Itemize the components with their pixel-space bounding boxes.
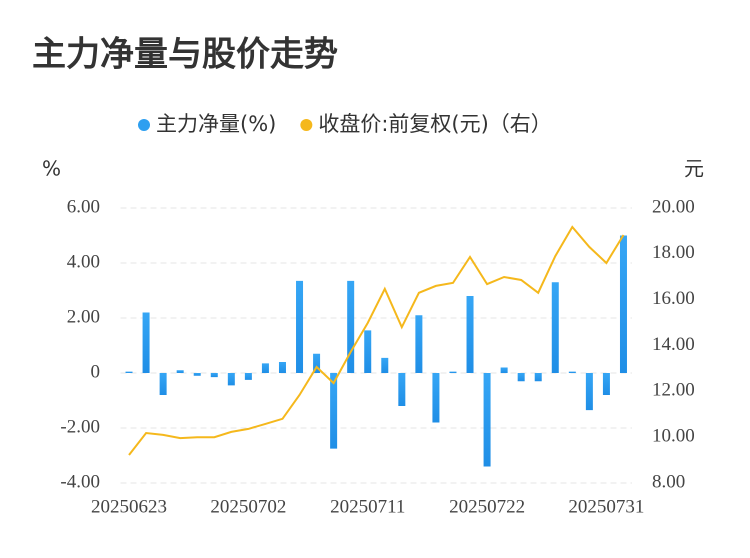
y-tick-label: -2.00	[60, 416, 100, 437]
bar	[568, 371, 576, 373]
bar	[517, 373, 525, 382]
legend-label: 收盘价:前复权(元)（右）	[318, 112, 551, 136]
bar	[551, 282, 559, 373]
bar	[125, 371, 133, 373]
bar	[432, 373, 440, 423]
bar	[466, 296, 474, 373]
bar	[210, 373, 218, 378]
y-tick-label: 0	[91, 361, 101, 382]
bar	[176, 370, 184, 373]
legend-marker	[300, 119, 313, 131]
bar	[500, 367, 508, 373]
x-tick-label: 20250722	[449, 496, 525, 517]
bar	[227, 373, 235, 386]
bar	[585, 373, 593, 411]
chart-title: 主力净量与股价走势	[32, 35, 338, 75]
bar	[330, 373, 338, 449]
bar	[398, 373, 406, 406]
x-tick-label: 20250711	[330, 496, 405, 517]
x-tick-label: 20250731	[568, 496, 644, 517]
bar	[449, 371, 457, 373]
y-tick-label: -4.00	[60, 471, 100, 492]
bar	[381, 357, 389, 373]
bar	[296, 280, 304, 373]
bar	[347, 280, 355, 373]
bar	[278, 362, 286, 373]
y-axis-label: %	[42, 157, 61, 181]
bar	[313, 353, 321, 373]
bar	[534, 373, 542, 382]
bar	[483, 373, 491, 467]
bar	[415, 315, 423, 373]
y2-axis-label: 元	[684, 157, 704, 181]
y2-tick-label: 12.00	[652, 380, 695, 401]
y2-tick-label: 14.00	[652, 334, 695, 355]
y2-tick-label: 10.00	[652, 426, 695, 447]
y2-tick-label: 20.00	[652, 196, 695, 217]
y-tick-label: 4.00	[67, 251, 100, 272]
bar	[193, 373, 201, 376]
bar	[364, 330, 372, 373]
bar	[619, 235, 627, 373]
y2-tick-label: 16.00	[652, 288, 695, 309]
bar	[261, 363, 269, 373]
y-tick-label: 6.00	[67, 196, 100, 217]
y2-tick-label: 8.00	[652, 471, 685, 492]
y2-tick-label: 18.00	[652, 242, 695, 263]
bar	[602, 373, 610, 395]
line	[128, 225, 625, 456]
bar	[159, 373, 167, 395]
y-tick-label: 2.00	[67, 306, 100, 327]
x-tick-label: 20250702	[210, 496, 286, 517]
legend-label: 主力净量(%)	[156, 112, 276, 136]
x-tick-label: 20250623	[91, 496, 167, 517]
bar	[244, 373, 252, 380]
bar	[142, 312, 150, 373]
legend-marker	[138, 119, 150, 131]
